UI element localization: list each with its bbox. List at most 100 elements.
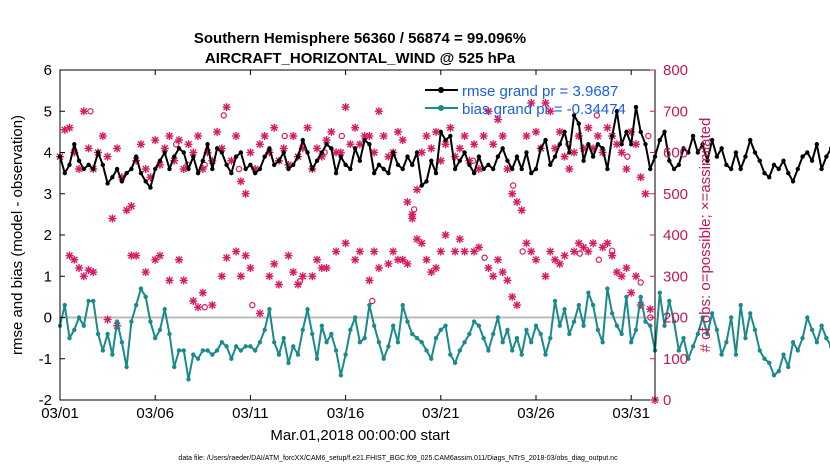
obs-assimilated-marker: [460, 247, 469, 256]
obs-possible-marker: [645, 132, 652, 140]
obs-assimilated-marker: [355, 140, 364, 149]
y-tick-label: 4: [44, 145, 52, 162]
bias-point: [362, 335, 367, 341]
obs-assimilated-marker: [484, 264, 493, 272]
obs-assimilated-marker: [413, 185, 421, 194]
rmse-point: [581, 158, 586, 163]
rmse-point: [114, 166, 120, 172]
y-tick-label: 5: [44, 103, 52, 120]
bias-point: [510, 348, 515, 353]
rmse-point: [291, 162, 296, 168]
rmse-point: [762, 170, 767, 176]
rmse-point: [429, 158, 434, 163]
rmse-point: [243, 166, 248, 172]
y-tick-label: 6: [44, 62, 52, 79]
bias-point: [619, 331, 624, 337]
obs-assimilated-marker: [603, 239, 612, 248]
obs-assimilated-marker: [217, 272, 226, 281]
obs-possible-marker: [624, 153, 631, 160]
rmse-point: [505, 158, 510, 163]
bias-point: [110, 352, 115, 357]
rmse-point: [790, 179, 796, 184]
rmse-point: [248, 162, 253, 168]
x-tick-label: 03/06: [136, 405, 174, 422]
obs-assimilated-marker: [393, 127, 402, 136]
obs-assimilated-marker: [379, 132, 388, 140]
obs-assimilated-marker: [574, 239, 583, 248]
obs-assimilated-marker: [460, 132, 469, 140]
obs-possible-marker: [369, 297, 376, 305]
bias-point: [590, 302, 596, 308]
obs-assimilated-marker: [493, 255, 502, 264]
rmse-point: [467, 162, 472, 168]
rmse-point: [224, 162, 229, 168]
rmse-point: [348, 166, 353, 172]
rmse-point: [733, 150, 739, 155]
bias-point: [281, 335, 286, 341]
bias-point: [452, 360, 458, 366]
bias-point: [295, 352, 301, 357]
x-tick-label: 03/16: [327, 405, 365, 422]
x-tick-label: 03/21: [422, 405, 460, 422]
obs-possible-marker: [249, 301, 256, 309]
obs-assimilated-marker: [541, 272, 550, 281]
rmse-point: [695, 150, 701, 155]
rmse-point: [314, 158, 320, 163]
bias-point: [814, 340, 820, 345]
obs-assimilated-marker: [608, 251, 617, 260]
obs-assimilated-marker: [522, 132, 531, 140]
rmse-point: [776, 166, 781, 172]
obs-assimilated-marker: [355, 247, 364, 256]
obs-assimilated-marker: [417, 239, 426, 248]
obs-assimilated-marker: [327, 127, 336, 136]
bias-point: [143, 294, 148, 300]
bias-point: [738, 302, 743, 308]
obs-assimilated-marker: [389, 247, 398, 256]
rmse-point: [276, 158, 282, 163]
bias-point: [133, 302, 139, 308]
bias-point: [728, 315, 734, 320]
obs-assimilated-marker: [303, 123, 312, 132]
obs-assimilated-marker: [141, 268, 150, 277]
rmse-point: [590, 154, 596, 159]
rmse-point: [814, 142, 820, 147]
obs-assimilated-marker: [532, 255, 540, 264]
bias-point: [776, 368, 781, 374]
rmse-point: [533, 166, 539, 172]
bias-point: [162, 307, 167, 312]
bias-point: [486, 348, 491, 353]
obs-possible-marker: [201, 303, 208, 311]
rmse-point: [357, 158, 363, 163]
obs-assimilated-marker: [89, 268, 98, 277]
rmse-point: [786, 170, 791, 176]
rmse-point: [76, 158, 82, 163]
rmse-point: [609, 133, 615, 139]
bias-point: [443, 323, 448, 328]
bias-point: [695, 331, 701, 337]
obs-possible-marker: [608, 247, 616, 254]
bias-point: [186, 377, 191, 382]
obs-assimilated-marker: [265, 272, 274, 281]
rmse-point: [424, 179, 429, 184]
rmse-point: [153, 166, 158, 172]
rmse-point: [481, 166, 486, 172]
rmse-point: [91, 166, 96, 172]
bias-point: [505, 327, 510, 333]
obs-assimilated-marker: [308, 272, 317, 281]
obs-assimilated-marker: [532, 127, 540, 136]
rmse-point: [600, 146, 605, 151]
bias-point: [681, 335, 686, 341]
obs-assimilated-marker: [70, 255, 79, 264]
rmse-point: [305, 150, 310, 155]
rmse-point: [795, 166, 800, 172]
bias-point: [748, 311, 753, 316]
obs-assimilated-marker: [374, 107, 383, 116]
obs-possible-marker: [509, 182, 517, 189]
rmse-point: [714, 154, 720, 159]
rmse-point: [738, 166, 743, 172]
rmse-point: [576, 121, 582, 126]
rmse-point: [362, 137, 367, 143]
bias-point: [352, 315, 358, 320]
rmse-point: [167, 166, 172, 172]
bias-point: [219, 340, 225, 345]
